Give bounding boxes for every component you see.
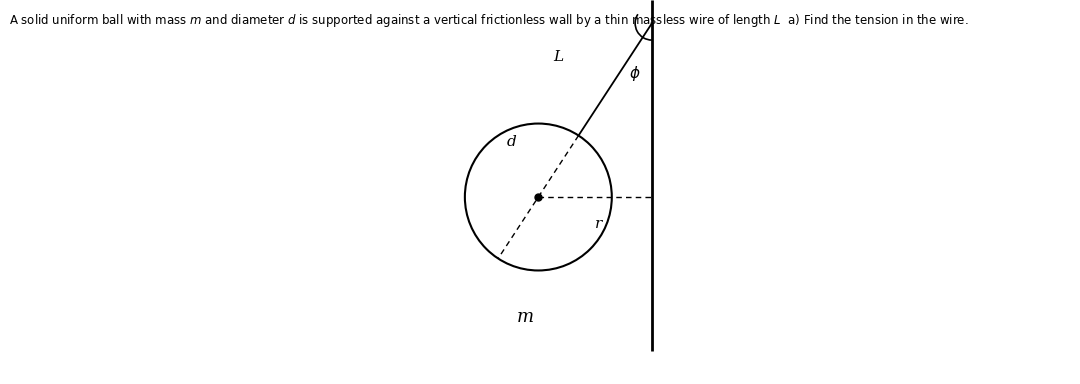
Text: r: r — [595, 217, 602, 231]
Text: A solid uniform ball with mass $m$ and diameter $d$ is supported against a verti: A solid uniform ball with mass $m$ and d… — [9, 12, 969, 28]
Text: $\phi$: $\phi$ — [630, 64, 640, 83]
Text: L: L — [553, 50, 564, 64]
Text: m: m — [516, 308, 534, 326]
Text: d: d — [507, 135, 516, 149]
